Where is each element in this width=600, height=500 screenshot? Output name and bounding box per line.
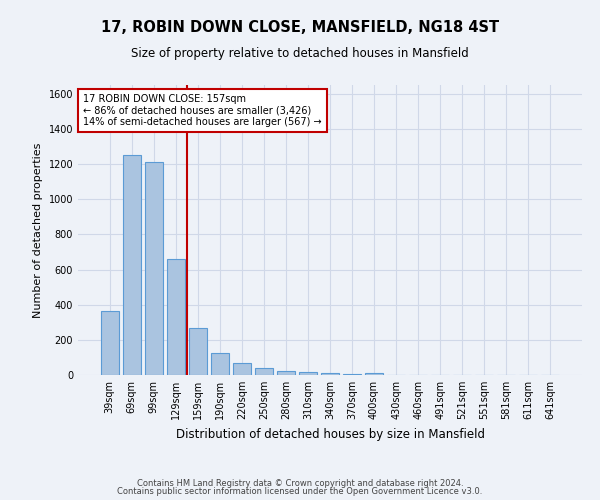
Bar	[365, 373, 383, 375]
Text: Contains HM Land Registry data © Crown copyright and database right 2024.: Contains HM Land Registry data © Crown c…	[137, 478, 463, 488]
Bar	[211, 353, 229, 375]
Bar	[299, 372, 317, 375]
X-axis label: Distribution of detached houses by size in Mansfield: Distribution of detached houses by size …	[176, 428, 485, 440]
Text: 17, ROBIN DOWN CLOSE, MANSFIELD, NG18 4ST: 17, ROBIN DOWN CLOSE, MANSFIELD, NG18 4S…	[101, 20, 499, 35]
Bar	[321, 372, 339, 375]
Text: Size of property relative to detached houses in Mansfield: Size of property relative to detached ho…	[131, 48, 469, 60]
Bar	[189, 328, 206, 375]
Bar	[145, 162, 163, 375]
Bar	[101, 311, 119, 375]
Text: Contains public sector information licensed under the Open Government Licence v3: Contains public sector information licen…	[118, 487, 482, 496]
Bar	[277, 370, 295, 375]
Bar	[233, 362, 251, 375]
Bar	[123, 156, 140, 375]
Bar	[167, 259, 185, 375]
Text: 17 ROBIN DOWN CLOSE: 157sqm
← 86% of detached houses are smaller (3,426)
14% of : 17 ROBIN DOWN CLOSE: 157sqm ← 86% of det…	[83, 94, 322, 127]
Bar	[255, 368, 273, 375]
Bar	[343, 374, 361, 375]
Y-axis label: Number of detached properties: Number of detached properties	[33, 142, 43, 318]
